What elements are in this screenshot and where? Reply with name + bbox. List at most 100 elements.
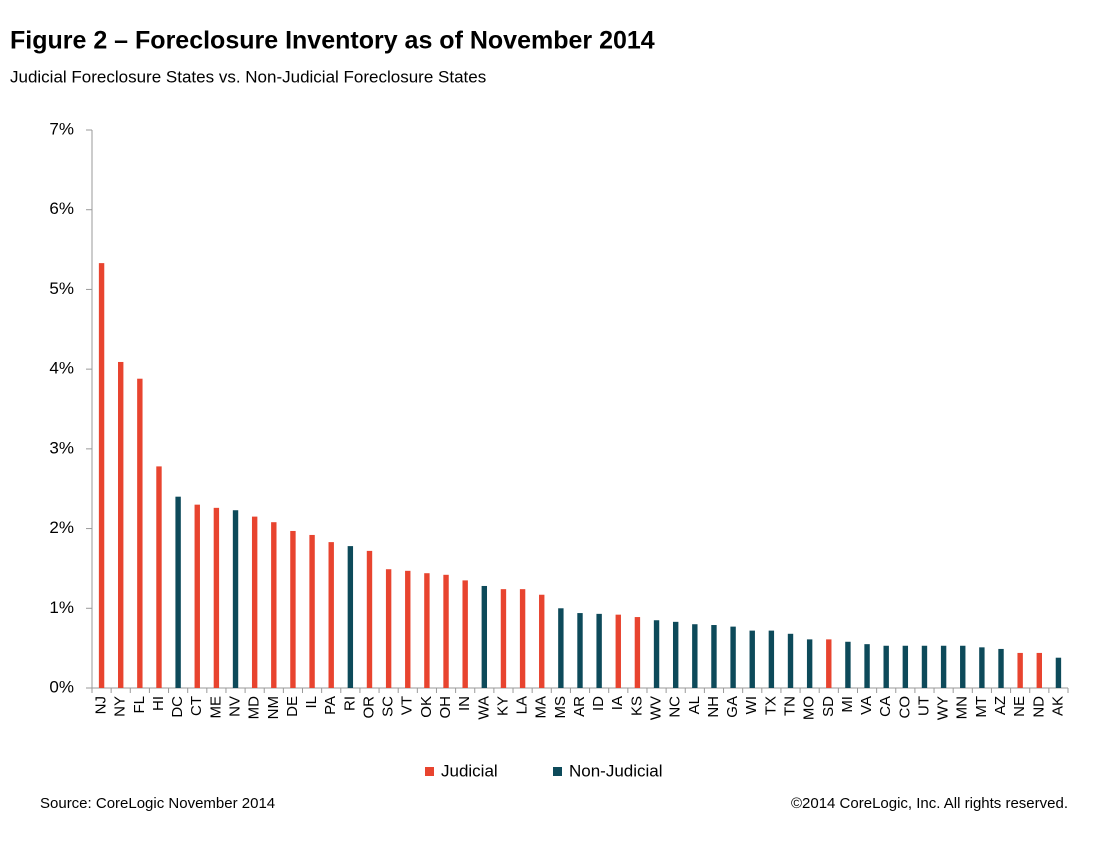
x-tick-label: MS xyxy=(552,696,569,719)
x-tick-label: NM xyxy=(265,696,282,719)
bar xyxy=(424,573,430,688)
bar xyxy=(806,639,813,688)
bar xyxy=(787,633,794,688)
x-tick-label: WI xyxy=(743,696,760,714)
x-tick-label: IN xyxy=(456,696,473,711)
x-tick-label: UT xyxy=(915,696,932,716)
bar xyxy=(194,504,200,688)
x-tick-label: HI xyxy=(150,696,167,711)
bar xyxy=(558,608,564,688)
x-tick-label: AR xyxy=(571,696,588,717)
y-tick-label: 0% xyxy=(49,677,74,696)
x-tick-label: NJ xyxy=(93,696,110,714)
x-tick-label: ID xyxy=(590,696,607,711)
chart-title: Figure 2 – Foreclosure Inventory as of N… xyxy=(10,27,655,55)
y-tick-label: 6% xyxy=(49,199,74,218)
y-tick-label: 3% xyxy=(49,438,74,457)
x-tick-label: WA xyxy=(475,696,492,720)
legend-swatch xyxy=(425,767,434,776)
bar xyxy=(385,569,392,688)
bar xyxy=(519,589,526,688)
bar xyxy=(462,580,468,688)
x-tick-label: NE xyxy=(1011,696,1028,717)
x-tick-label: MO xyxy=(801,696,818,720)
bar xyxy=(921,645,928,688)
x-tick-label: OK xyxy=(418,696,435,718)
bar xyxy=(328,542,334,688)
bar xyxy=(500,589,507,688)
bar xyxy=(960,645,966,688)
bar xyxy=(711,625,717,688)
x-tick-label: VA xyxy=(858,696,875,715)
x-tick-label: IA xyxy=(609,696,626,710)
bar xyxy=(596,613,602,688)
bar xyxy=(577,613,583,688)
bar xyxy=(366,550,373,688)
bar xyxy=(213,507,220,688)
x-tick-label: DC xyxy=(169,696,186,718)
bar xyxy=(137,378,143,688)
x-tick-label: TN xyxy=(781,696,798,716)
x-tick-label: MA xyxy=(533,696,550,719)
x-tick-label: FL xyxy=(131,696,148,714)
bar xyxy=(232,510,239,688)
x-tick-label: SC xyxy=(380,696,397,717)
x-tick-label: CA xyxy=(877,696,894,717)
x-tick-label: AL xyxy=(686,696,703,714)
x-tick-label: NH xyxy=(705,696,722,718)
x-tick-label: NC xyxy=(667,696,684,718)
bar xyxy=(979,647,985,688)
bar xyxy=(730,626,736,688)
x-tick-label: AK xyxy=(1049,696,1066,716)
bar xyxy=(290,530,296,688)
bar xyxy=(998,648,1004,688)
x-tick-label: DE xyxy=(284,696,301,717)
legend-label: Judicial xyxy=(441,761,498,780)
x-tick-label: MN xyxy=(954,696,971,719)
x-tick-label: TX xyxy=(762,696,779,715)
x-tick-label: LA xyxy=(514,696,531,714)
y-tick-label: 4% xyxy=(49,359,74,378)
copyright: ©2014 CoreLogic, Inc. All rights reserve… xyxy=(791,795,1068,812)
x-tick-label: NY xyxy=(112,696,129,717)
x-tick-label: OH xyxy=(437,696,454,719)
bar xyxy=(98,263,105,688)
x-tick-label: CO xyxy=(896,696,913,719)
bar xyxy=(405,570,411,688)
y-tick-label: 5% xyxy=(49,279,74,298)
bar xyxy=(883,645,889,688)
x-tick-label: SD xyxy=(820,696,837,717)
bar xyxy=(1036,652,1042,688)
bar xyxy=(309,534,315,688)
x-tick-label: WY xyxy=(935,696,952,720)
x-tick-label: AZ xyxy=(992,696,1009,715)
bar xyxy=(826,639,832,688)
x-tick-label: ND xyxy=(1030,696,1047,718)
y-tick-label: 1% xyxy=(49,598,74,617)
chart-subtitle: Judicial Foreclosure States vs. Non-Judi… xyxy=(10,67,486,86)
bar xyxy=(539,594,545,688)
bar xyxy=(692,624,698,688)
x-tick-label: NV xyxy=(226,696,243,717)
bar xyxy=(864,644,870,688)
x-tick-label: MI xyxy=(839,696,856,713)
bar xyxy=(481,585,488,688)
x-tick-label: KS xyxy=(628,696,645,716)
bar xyxy=(749,630,755,688)
bar xyxy=(251,516,258,688)
legend-label: Non-Judicial xyxy=(569,761,663,780)
bar xyxy=(175,496,181,688)
legend-swatch xyxy=(553,767,562,776)
bar xyxy=(443,574,449,688)
bar xyxy=(672,621,679,688)
source: Source: CoreLogic November 2014 xyxy=(40,795,275,812)
bar xyxy=(118,361,124,688)
bar xyxy=(156,466,162,688)
bar xyxy=(615,614,621,688)
x-tick-label: ME xyxy=(207,696,224,719)
bar xyxy=(902,645,909,688)
x-tick-label: OR xyxy=(360,696,377,719)
bar xyxy=(634,617,641,688)
x-tick-label: MT xyxy=(973,696,990,718)
